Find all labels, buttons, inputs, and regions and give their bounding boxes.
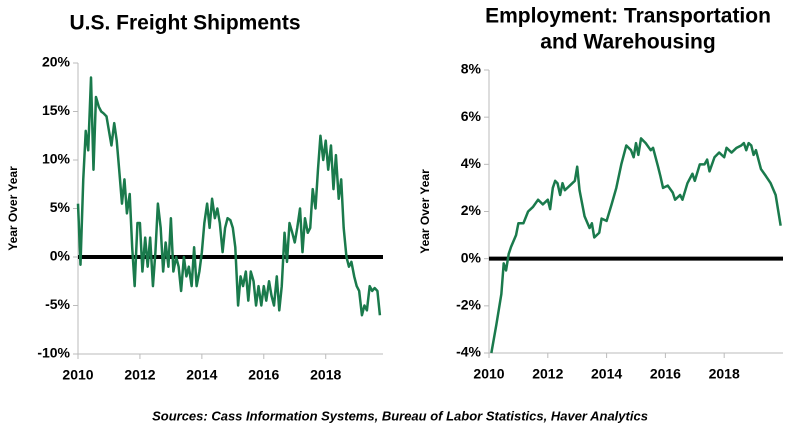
y-axis-label: Year Over Year	[418, 169, 432, 254]
y-tick-label: 4%	[461, 155, 482, 171]
data-line	[490, 137, 782, 354]
data-line	[76, 76, 382, 317]
y-tick-label: 10%	[42, 151, 71, 167]
y-tick-label: 20%	[42, 54, 71, 70]
x-tick-label: 2010	[62, 367, 93, 383]
y-tick-label: 0%	[50, 248, 71, 264]
chart-title: U.S. Freight Shipments	[69, 12, 300, 35]
y-tick-label: 15%	[42, 102, 71, 118]
x-tick-label: 2018	[709, 366, 740, 382]
x-tick-label: 2010	[473, 366, 504, 382]
y-tick-label: -2%	[456, 297, 481, 313]
y-tick-label: 5%	[50, 199, 71, 215]
y-tick-label: 8%	[461, 61, 482, 77]
x-tick-label: 2018	[310, 367, 341, 383]
y-tick-label: -10%	[37, 345, 70, 361]
y-tick-label: -4%	[456, 344, 481, 360]
source-note: Sources: Cass Information Systems, Burea…	[152, 408, 648, 423]
y-tick-label: -5%	[45, 296, 70, 312]
x-tick-label: 2012	[124, 367, 155, 383]
x-tick-label: 2014	[591, 366, 622, 382]
x-tick-label: 2016	[650, 366, 681, 382]
y-axis-label: Year Over Year	[6, 166, 20, 251]
chart-title: and Warehousing	[540, 31, 715, 54]
y-tick-label: 0%	[461, 249, 482, 265]
y-tick-label: 6%	[461, 108, 482, 124]
y-tick-label: 2%	[461, 202, 482, 218]
x-tick-label: 2012	[532, 366, 563, 382]
x-tick-label: 2016	[248, 367, 279, 383]
x-tick-label: 2014	[186, 367, 217, 383]
chart-title: Employment: Transportation	[485, 5, 771, 28]
